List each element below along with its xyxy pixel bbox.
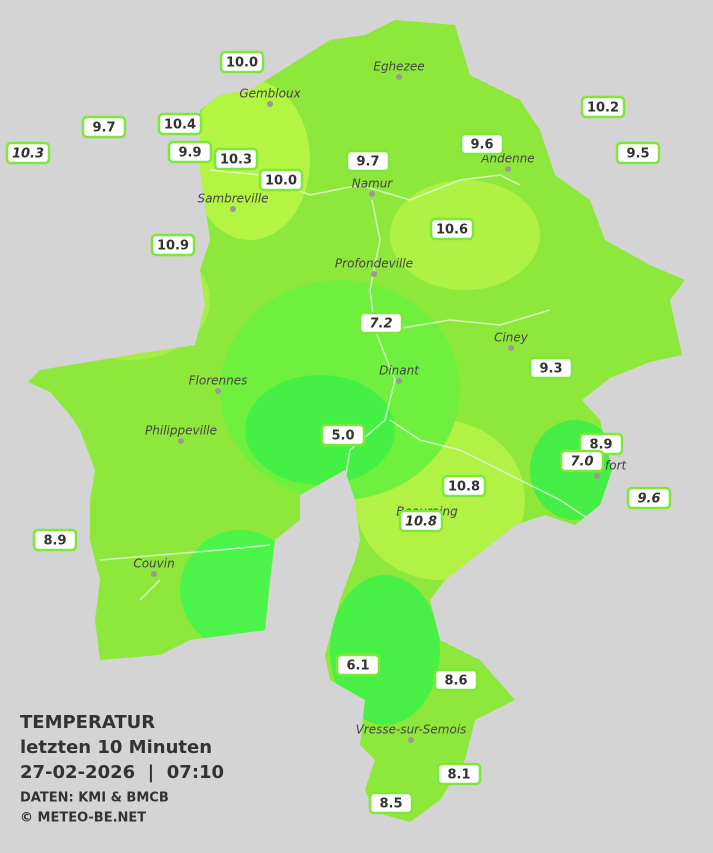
station-box [150, 233, 196, 257]
city-dot [267, 101, 273, 107]
station-value: 8.5 [379, 797, 402, 812]
station-value: 8.9 [43, 534, 66, 549]
station-box [5, 141, 51, 165]
station-value: 7.2 [369, 317, 392, 332]
city-label: Couvin [133, 557, 174, 571]
city-dot [178, 438, 184, 444]
city-dot [396, 74, 402, 80]
station-value: 5.0 [331, 429, 354, 444]
station-value: 10.3 [12, 147, 44, 162]
station-box [580, 95, 626, 119]
city-dot [408, 737, 414, 743]
legend: TEMPERATUR letzten 10 Minuten 27-02-2026… [20, 712, 224, 826]
station-box [358, 311, 404, 335]
station-box [258, 168, 304, 192]
city-label: Vresse-sur-Semois [356, 723, 467, 737]
station-box [219, 50, 265, 74]
station-value: 10.3 [220, 153, 252, 168]
station-value: 9.7 [92, 121, 115, 136]
station-box [320, 423, 366, 447]
station-box [441, 474, 487, 498]
station-value: 10.8 [448, 480, 480, 495]
city-dot [151, 571, 157, 577]
legend-subtitle: letzten 10 Minuten [20, 737, 212, 758]
station-value: 10.4 [164, 118, 196, 133]
city-dot [371, 271, 377, 277]
city-label: Profondeville [335, 257, 413, 271]
city-dot [396, 378, 402, 384]
city-label: Sambreville [197, 192, 268, 206]
station-value: 10.6 [436, 223, 468, 238]
legend-sources: DATEN: KMI & BMCB [20, 791, 169, 806]
city-label: Namur [352, 177, 394, 191]
station-box [345, 149, 391, 173]
legend-datetime: 27-02-2026 | 07:10 [20, 762, 224, 783]
station-value: 6.1 [346, 659, 369, 674]
legend-title: TEMPERATUR [20, 712, 155, 733]
legend-copyright: © METEO-BE.NET [20, 811, 146, 826]
station-box [436, 762, 482, 786]
city-dot [594, 473, 600, 479]
station-box [626, 486, 672, 510]
station-value: 10.9 [157, 239, 189, 254]
station-value: 8.1 [447, 768, 470, 783]
station-value: 8.6 [444, 674, 467, 689]
station-box [559, 449, 605, 473]
city-dot [215, 388, 221, 394]
station-box [368, 791, 414, 815]
station-value: 10.0 [265, 174, 297, 189]
station-box [157, 112, 203, 136]
station-value: 7.0 [570, 455, 593, 470]
city-dot [369, 191, 375, 197]
station-box [167, 140, 213, 164]
station-box [398, 509, 444, 533]
station-value: 9.5 [626, 147, 649, 162]
city-label: Gembloux [239, 87, 301, 101]
station-box [429, 217, 475, 241]
station-box [335, 653, 381, 677]
city-label: Philippeville [145, 424, 217, 438]
station-value: 9.9 [178, 146, 201, 161]
station-box [433, 668, 479, 692]
station-value: 9.6 [470, 138, 493, 153]
station-value: 9.6 [637, 492, 660, 507]
station-value: 9.3 [539, 362, 562, 377]
station-value: 10.0 [226, 56, 258, 71]
city-label: Florennes [189, 374, 248, 388]
station-box [615, 141, 661, 165]
station-box [81, 115, 127, 139]
station-box [213, 147, 259, 171]
station-value: 8.9 [589, 438, 612, 453]
station-value: 10.8 [405, 515, 437, 530]
station-box [32, 528, 78, 552]
station-box [528, 356, 574, 380]
city-label: Eghezee [373, 60, 424, 74]
city-dot [230, 206, 236, 212]
city-dot [508, 345, 514, 351]
station-box [459, 132, 505, 156]
station-value: 10.2 [587, 101, 619, 116]
city-dot [505, 166, 511, 172]
city-label: Ciney [494, 331, 529, 345]
station-value: 9.7 [356, 155, 379, 170]
city-label: Dinant [379, 364, 420, 378]
